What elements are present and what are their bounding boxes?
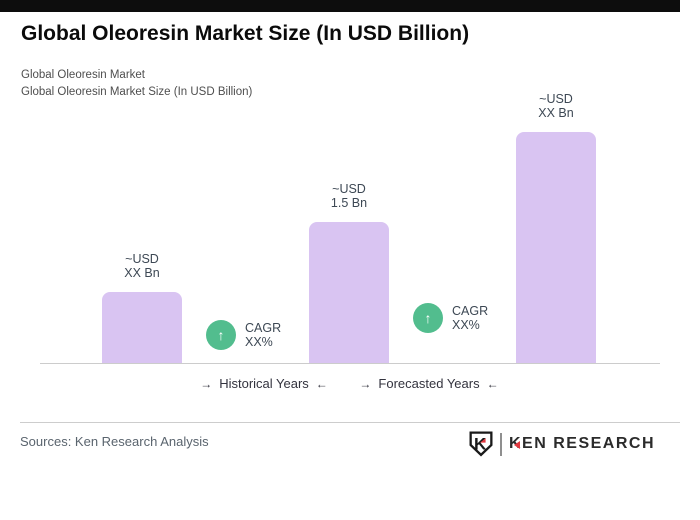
logo-separator (499, 432, 502, 456)
cagr-label: CAGR XX% (452, 304, 489, 332)
logo-red-triangle-icon (513, 440, 520, 449)
bar-current (309, 222, 389, 363)
chart-subtitle-line2: Global Oleoresin Market Size (In USD Bil… (21, 86, 253, 98)
bar-forecast (516, 132, 596, 363)
page-title: Global Oleoresin Market Size (In USD Bil… (21, 22, 470, 45)
bar-chart-plot-area: ~USD XX Bn ~USD 1.5 Bn ~USD XX Bn ↑ (40, 90, 660, 364)
cagr-badge-historical: ↑ CAGR XX% (206, 320, 281, 350)
left-arrow-icon: ← (486, 377, 499, 391)
growth-up-arrow-icon: ↑ (206, 320, 236, 350)
bar-value-label: ~USD XX Bn (538, 92, 574, 120)
cagr-badge-forecast: ↑ CAGR XX% (413, 303, 488, 333)
right-arrow-icon: → (359, 377, 372, 391)
svg-text:K: K (474, 435, 487, 454)
axis-label-text: Forecasted Years (378, 376, 480, 391)
top-accent-bar (0, 0, 680, 12)
axis-label-text: Historical Years (219, 376, 309, 391)
right-arrow-icon: → (200, 377, 213, 391)
x-axis-group-labels: → Historical Years ← → Forecasted Years ← (0, 376, 700, 398)
footer-divider (20, 422, 680, 423)
chart-subtitle: Global Oleoresin Market Global Oleoresin… (21, 67, 252, 101)
bar-value-label: ~USD 1.5 Bn (330, 182, 368, 210)
cagr-label: CAGR XX% (245, 321, 282, 349)
axis-label-historical-years: → Historical Years ← (200, 376, 328, 391)
logo-wordmark: KEN RESEARCH (508, 435, 655, 452)
axis-label-forecasted-years: → Forecasted Years ← (359, 376, 498, 391)
sources-text: Sources: Ken Research Analysis (20, 434, 209, 449)
left-arrow-icon: ← (315, 377, 328, 391)
bar-historical-start (102, 292, 182, 363)
ken-research-emblem-icon: K (469, 431, 493, 457)
growth-up-arrow-icon: ↑ (413, 303, 443, 333)
ken-research-logo: K KEN RESEARCH (468, 430, 655, 458)
bar-value-label: ~USD XX Bn (124, 252, 160, 280)
chart-subtitle-line1: Global Oleoresin Market (21, 69, 145, 81)
